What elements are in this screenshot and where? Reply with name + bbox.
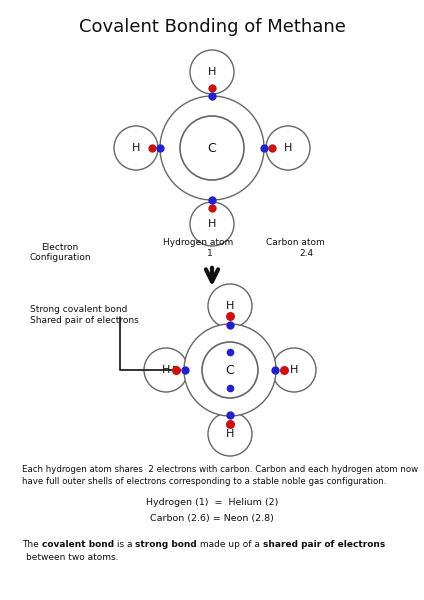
Text: Hydrogen atom: Hydrogen atom [163,238,233,247]
Circle shape [190,50,234,94]
Text: H: H [208,219,216,229]
Circle shape [184,324,276,416]
Text: Carbon atom: Carbon atom [265,238,324,247]
Text: H: H [284,143,292,153]
Text: made up of a: made up of a [197,540,262,549]
Text: 1: 1 [207,249,213,258]
Circle shape [144,348,188,392]
Text: C: C [226,364,234,377]
Text: Covalent Bonding of Methane: Covalent Bonding of Methane [78,18,346,36]
Text: Carbon (2.6) = Neon (2.8): Carbon (2.6) = Neon (2.8) [150,514,274,523]
Circle shape [266,126,310,170]
Text: H: H [132,143,140,153]
Text: H: H [226,301,234,311]
Text: Shared pair of electrons: Shared pair of electrons [30,316,139,325]
Text: H: H [226,429,234,439]
Text: The: The [22,540,42,549]
Text: strong bond: strong bond [135,540,197,549]
Text: H: H [162,365,170,375]
Circle shape [208,412,252,456]
Circle shape [114,126,158,170]
Circle shape [272,348,316,392]
Text: Strong covalent bond: Strong covalent bond [30,305,127,314]
Circle shape [202,342,258,398]
Text: Each hydrogen atom shares  2 electrons with carbon. Carbon and each hydrogen ato: Each hydrogen atom shares 2 electrons wi… [22,465,418,486]
Text: is a: is a [114,540,135,549]
Text: covalent bond: covalent bond [42,540,114,549]
Text: C: C [208,142,216,154]
Text: H: H [290,365,298,375]
Text: 2.4: 2.4 [299,249,313,258]
Text: between two atoms.: between two atoms. [26,553,118,562]
Text: Hydrogen (1)  =  Helium (2): Hydrogen (1) = Helium (2) [146,498,278,507]
Text: Electron
Configuration: Electron Configuration [29,243,91,262]
Text: shared pair of electrons: shared pair of electrons [262,540,385,549]
Circle shape [190,202,234,246]
Circle shape [180,116,244,180]
Text: H: H [208,67,216,77]
Circle shape [208,284,252,328]
Circle shape [160,96,264,200]
